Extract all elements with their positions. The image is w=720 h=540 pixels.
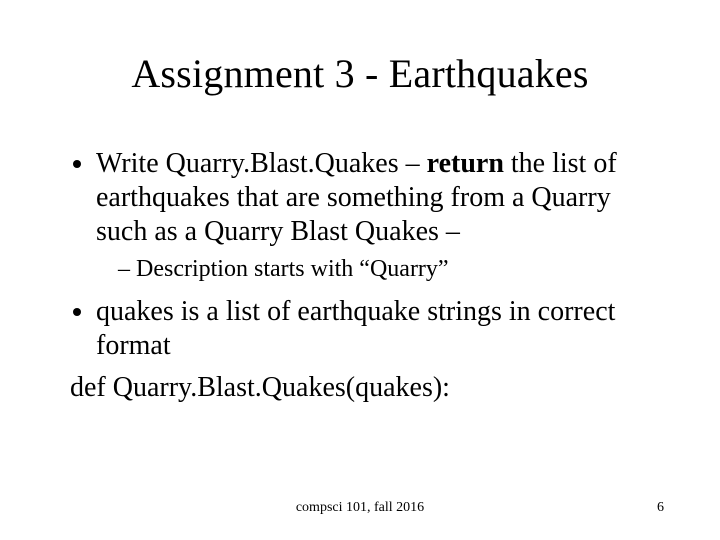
sub-bullet-1: Description starts with “Quarry”	[118, 255, 650, 284]
slide-body: Write Quarry.Blast.Quakes – return the l…	[70, 147, 650, 405]
bullet-list: Write Quarry.Blast.Quakes – return the l…	[70, 147, 650, 405]
sub-bullet-list: Description starts with “Quarry”	[96, 255, 650, 284]
bullet-1: Write Quarry.Blast.Quakes – return the l…	[96, 147, 650, 285]
def-line: def Quarry.Blast.Quakes(quakes):	[70, 371, 650, 405]
bullet-1-bold: return	[427, 148, 504, 179]
slide-title: Assignment 3 - Earthquakes	[70, 50, 650, 97]
footer-page-number: 6	[657, 500, 664, 516]
footer-center: compsci 101, fall 2016	[0, 500, 720, 516]
bullet-2: quakes is a list of earthquake strings i…	[96, 295, 650, 363]
bullet-1-prefix: Write Quarry.Blast.Quakes –	[96, 148, 427, 179]
